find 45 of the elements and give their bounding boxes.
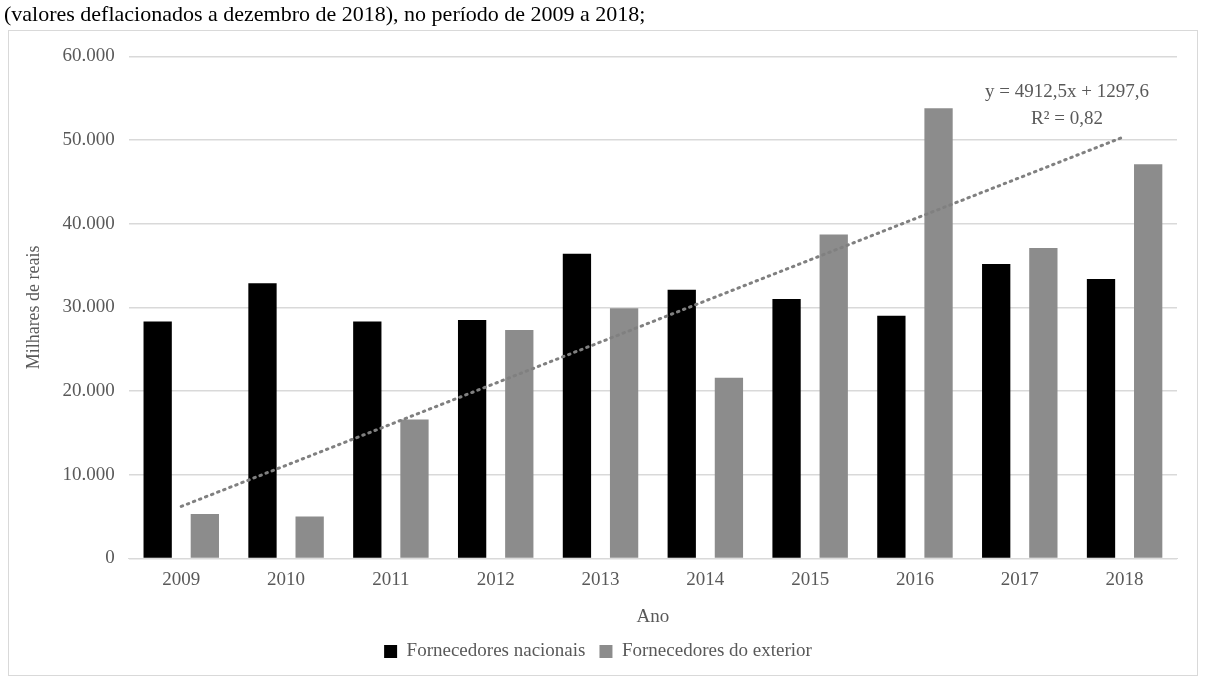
bar — [353, 321, 382, 558]
bar — [562, 253, 592, 558]
x-tick-label: 2011 — [372, 567, 410, 589]
y-tick-label: 50.000 — [62, 128, 115, 150]
bar — [248, 283, 277, 558]
y-tick-label: 20.000 — [62, 379, 115, 401]
y-tick-label: 40.000 — [62, 211, 115, 233]
bar — [1134, 164, 1163, 558]
bar — [1029, 248, 1058, 558]
bar — [457, 319, 487, 558]
legend-label: Fornecedores nacionais — [406, 639, 586, 661]
bar — [667, 289, 696, 558]
bar — [143, 321, 172, 558]
bar — [772, 299, 801, 558]
y-tick-label: 60.000 — [62, 44, 115, 66]
chart-title: (valores deflacionados a dezembro de 2018), no período de 2009 a 2018; — [3, 0, 647, 28]
y-tick-label: 30.000 — [62, 295, 115, 317]
x-tick-label: 2009 — [162, 567, 201, 589]
y-tick-label: 0 — [105, 546, 115, 568]
y-tick-label: 10.000 — [62, 462, 115, 484]
bar — [819, 234, 848, 558]
x-tick-label: 2012 — [476, 567, 515, 589]
bar — [1086, 278, 1116, 558]
chart-frame: Ano Milhares de reais Fornecedores nacionais Fornecedores do exterior 2009 2010 2011 2012 2013 2014 2015 2016 2017 2018 0 10.000 20.000 30.000 40.000 50.000 60.000 y = 4912,5x + 1297,6 R² = 0,82 — [8, 30, 1198, 676]
x-tick-label: 2013 — [581, 567, 620, 589]
x-tick-label: 2010 — [267, 567, 306, 589]
bar — [982, 263, 1011, 558]
bar — [190, 514, 219, 558]
x-tick-label: 2017 — [1000, 567, 1039, 589]
x-axis-title: Ano — [636, 604, 670, 626]
bar — [609, 308, 639, 558]
bar — [295, 516, 324, 558]
x-tick-label: 2014 — [686, 567, 725, 589]
bar — [877, 315, 906, 558]
annotation: y = 4912,5x + 1297,6 — [985, 80, 1149, 102]
legend-label: Fornecedores do exterior — [621, 639, 813, 661]
x-tick-label: 2016 — [895, 567, 934, 589]
bar — [505, 329, 534, 558]
annotation: R² = 0,82 — [1031, 107, 1103, 129]
y-axis-title: Milhares de reais — [22, 245, 43, 370]
bar — [714, 377, 744, 558]
bar — [924, 108, 953, 558]
x-tick-label: 2015 — [791, 567, 830, 589]
x-tick-label: 2018 — [1105, 567, 1144, 589]
bar — [400, 419, 429, 558]
